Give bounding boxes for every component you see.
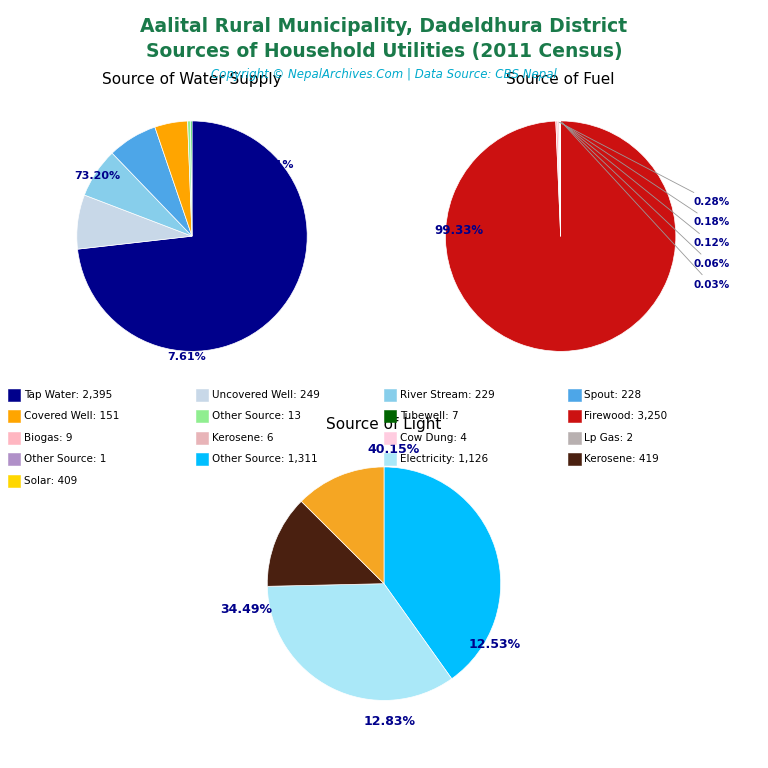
- Title: Source of Light: Source of Light: [326, 418, 442, 432]
- Wedge shape: [384, 467, 501, 679]
- Text: Kerosene: 6: Kerosene: 6: [212, 432, 273, 443]
- Text: Other Source: 1: Other Source: 1: [24, 454, 106, 465]
- Wedge shape: [155, 121, 192, 237]
- Text: 0.21%: 0.21%: [256, 160, 294, 170]
- Wedge shape: [187, 121, 192, 237]
- Wedge shape: [445, 121, 676, 352]
- Text: Cow Dung: 4: Cow Dung: 4: [400, 432, 467, 443]
- Text: Aalital Rural Municipality, Dadeldhura District: Aalital Rural Municipality, Dadeldhura D…: [141, 17, 627, 36]
- Text: 99.33%: 99.33%: [435, 224, 484, 237]
- Text: 0.28%: 0.28%: [559, 122, 730, 207]
- Text: Firewood: 3,250: Firewood: 3,250: [584, 411, 667, 422]
- Wedge shape: [112, 127, 192, 237]
- Title: Source of Fuel: Source of Fuel: [506, 72, 615, 87]
- Text: 7.61%: 7.61%: [167, 352, 206, 362]
- Text: 34.49%: 34.49%: [220, 603, 272, 616]
- Text: 6.97%: 6.97%: [253, 268, 292, 278]
- Wedge shape: [556, 121, 561, 237]
- Text: Other Source: 1,311: Other Source: 1,311: [212, 454, 318, 465]
- Title: Source of Water Supply: Source of Water Supply: [102, 72, 282, 87]
- Text: 12.83%: 12.83%: [364, 715, 415, 728]
- Text: 0.06%: 0.06%: [562, 123, 730, 269]
- Text: Other Source: 13: Other Source: 13: [212, 411, 301, 422]
- Text: Sources of Household Utilities (2011 Census): Sources of Household Utilities (2011 Cen…: [146, 42, 622, 61]
- Text: Tap Water: 2,395: Tap Water: 2,395: [24, 389, 112, 400]
- Wedge shape: [190, 121, 192, 237]
- Text: Tubewell: 7: Tubewell: 7: [400, 411, 458, 422]
- Text: Electricity: 1,126: Electricity: 1,126: [400, 454, 488, 465]
- Text: 0.18%: 0.18%: [561, 123, 730, 227]
- Wedge shape: [84, 153, 192, 237]
- Text: 12.53%: 12.53%: [468, 638, 521, 651]
- Text: Kerosene: 419: Kerosene: 419: [584, 454, 659, 465]
- Text: 0.40%: 0.40%: [256, 185, 294, 195]
- Wedge shape: [77, 195, 192, 249]
- Wedge shape: [301, 467, 384, 584]
- Text: Solar: 409: Solar: 409: [24, 475, 77, 486]
- Text: Uncovered Well: 249: Uncovered Well: 249: [212, 389, 319, 400]
- Text: Covered Well: 151: Covered Well: 151: [24, 411, 119, 422]
- Wedge shape: [267, 502, 384, 586]
- Text: 7.00%: 7.00%: [230, 314, 269, 324]
- Text: Biogas: 9: Biogas: 9: [24, 432, 72, 443]
- Wedge shape: [559, 121, 561, 237]
- Text: 0.12%: 0.12%: [561, 123, 730, 248]
- Wedge shape: [78, 121, 307, 351]
- Text: 40.15%: 40.15%: [367, 443, 419, 456]
- Text: Lp Gas: 2: Lp Gas: 2: [584, 432, 634, 443]
- Text: River Stream: 229: River Stream: 229: [400, 389, 495, 400]
- Text: 4.61%: 4.61%: [256, 222, 294, 232]
- Text: 0.03%: 0.03%: [562, 123, 730, 290]
- Text: Spout: 228: Spout: 228: [584, 389, 641, 400]
- Wedge shape: [558, 121, 561, 237]
- Text: 73.20%: 73.20%: [74, 171, 121, 181]
- Wedge shape: [267, 584, 452, 700]
- Text: Copyright © NepalArchives.Com | Data Source: CBS Nepal: Copyright © NepalArchives.Com | Data Sou…: [211, 68, 557, 81]
